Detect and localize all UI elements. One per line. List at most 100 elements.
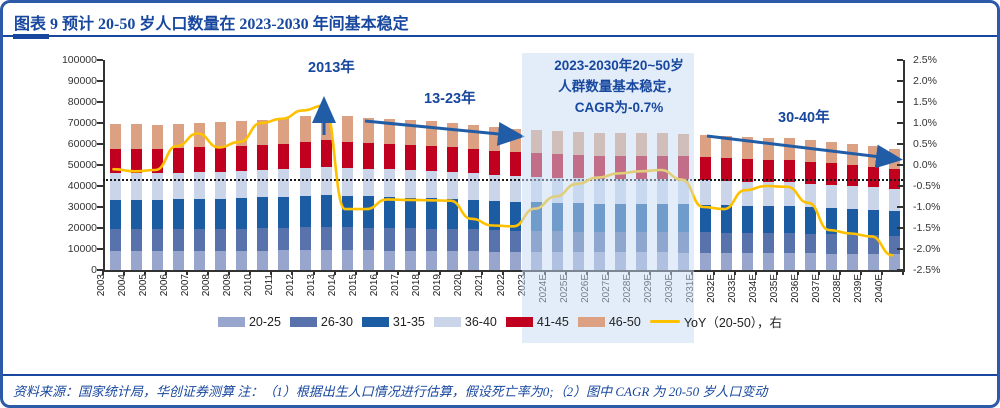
- left-axis-tick-label: 0: [91, 264, 97, 276]
- bar-segment-31-35: [341, 195, 353, 228]
- x-axis-tick: [375, 270, 378, 275]
- x-axis-tick: [438, 270, 441, 275]
- annotation-30-40: 30-40年: [778, 110, 830, 126]
- bar-segment-31-35: [194, 198, 206, 230]
- bar-segment-20-25: [320, 250, 332, 270]
- bar-segment-31-35: [825, 208, 837, 235]
- bar-segment-26-30: [215, 228, 227, 252]
- bar-segment-46-50: [762, 137, 774, 160]
- bar-segment-36-40: [510, 176, 522, 202]
- arrow-30-40: [706, 134, 903, 169]
- bar-segment-41-45: [425, 146, 437, 172]
- bar-segment-41-45: [846, 165, 858, 187]
- bar-segment-20-25: [215, 251, 227, 270]
- bar-segment-26-30: [320, 226, 332, 251]
- bar-segment-36-40: [783, 182, 795, 207]
- bar-segment-26-30: [299, 227, 311, 251]
- bar-segment-41-45: [467, 148, 479, 174]
- bar-segment-41-45: [488, 150, 500, 175]
- right-axis-tick: [897, 143, 903, 145]
- left-axis-tick: [97, 122, 103, 124]
- bar-segment-46-50: [341, 115, 353, 142]
- bar-segment-26-30: [404, 228, 416, 251]
- bar-segment-31-35: [362, 196, 374, 228]
- legend-item-20-25: 20-25: [217, 315, 281, 329]
- bar-segment-36-40: [341, 167, 353, 196]
- bar-segment-41-45: [131, 148, 143, 174]
- legend-label: 26-30: [320, 314, 353, 329]
- x-axis-tick: [123, 270, 126, 275]
- bar-segment-36-40: [173, 172, 185, 200]
- yoy-line-and-arrows-layer: [112, 96, 903, 257]
- bar-segment-41-45: [341, 141, 353, 168]
- bar-2012: [299, 116, 311, 270]
- bar-2018: [425, 121, 437, 270]
- bar-segment-20-25: [804, 253, 816, 270]
- bar-segment-36-40: [804, 183, 816, 208]
- x-axis-tick: [417, 270, 420, 275]
- bar-segment-31-35: [299, 195, 311, 228]
- x-axis-tick: [396, 270, 399, 275]
- bar-segment-26-30: [194, 229, 206, 252]
- x-axis-tick: [817, 270, 820, 275]
- bar-segment-31-35: [488, 200, 500, 231]
- bar-segment-31-35: [425, 198, 437, 229]
- bar-segment-41-45: [510, 152, 522, 177]
- bar-segment-26-30: [699, 232, 711, 253]
- x-axis-tick: [165, 270, 168, 275]
- bar-segment-46-50: [257, 119, 269, 145]
- bar-2034E: [762, 137, 774, 270]
- bar-segment-26-30: [804, 233, 816, 254]
- bar-segment-36-40: [699, 180, 711, 205]
- annotation-cagr-line3: CAGR为-0.7%: [574, 100, 664, 115]
- bar-segment-41-45: [446, 147, 458, 172]
- bar-segment-20-25: [131, 251, 143, 270]
- bar-segment-36-40: [867, 187, 879, 210]
- bar-segment-41-45: [278, 143, 290, 170]
- left-axis-tick: [97, 185, 103, 187]
- bar-segment-26-30: [488, 230, 500, 252]
- x-axis-tick: [102, 270, 104, 275]
- bar-segment-20-25: [825, 253, 837, 270]
- bar-segment-36-40: [446, 171, 458, 199]
- right-axis-tick-label: 2.0%: [913, 75, 937, 87]
- annotation-13-23: 13-23年: [424, 91, 476, 107]
- bar-2004: [131, 124, 143, 270]
- bar-2017: [404, 120, 416, 270]
- bar-segment-20-25: [425, 250, 437, 270]
- bar-segment-20-25: [699, 252, 711, 270]
- legend-label: 36-40: [464, 314, 497, 329]
- bar-segment-20-25: [488, 251, 500, 270]
- right-axis-tick-label: -1.0%: [913, 201, 941, 213]
- arrow-13-23: [364, 119, 525, 146]
- x-axis-tick: [354, 270, 357, 275]
- bar-segment-41-45: [404, 145, 416, 171]
- bar-segment-20-25: [720, 252, 732, 270]
- bar-segment-26-30: [341, 227, 353, 251]
- bar-segment-36-40: [825, 184, 837, 209]
- bar-segment-31-35: [888, 211, 900, 237]
- source-note: 资料来源：国家统计局，华创证券测算 注：（1）根据出生人口情况进行估算，假设死亡…: [13, 384, 768, 399]
- bar-segment-36-40: [846, 186, 858, 210]
- bar-2019: [446, 122, 458, 270]
- x-axis-tick: [502, 270, 504, 275]
- bar-segment-41-45: [867, 166, 879, 188]
- bar-segment-26-30: [110, 229, 122, 252]
- chart-title: 图表 9 预计 20-50 岁人口数量在 2023-2030 年间基本稳定: [14, 16, 409, 33]
- right-axis-line: [903, 60, 905, 270]
- bar-segment-31-35: [236, 198, 248, 229]
- legend-label: 46-50: [608, 314, 641, 329]
- left-axis-tick-label: 40000: [67, 180, 97, 192]
- legend-item-41-45: 41-45: [505, 315, 569, 329]
- bar-segment-46-50: [152, 124, 164, 149]
- x-axis-tick: [144, 270, 147, 275]
- right-axis-tick: [897, 59, 903, 61]
- bar-segment-20-25: [846, 253, 858, 270]
- legend-swatch: [577, 316, 605, 327]
- x-axis-tick: [228, 270, 231, 275]
- bar-segment-31-35: [110, 199, 122, 230]
- bar-2035E: [783, 138, 795, 270]
- right-axis-tick-label: -2.5%: [913, 264, 941, 276]
- bar-segment-41-45: [699, 157, 711, 181]
- bar-segment-41-45: [762, 159, 774, 182]
